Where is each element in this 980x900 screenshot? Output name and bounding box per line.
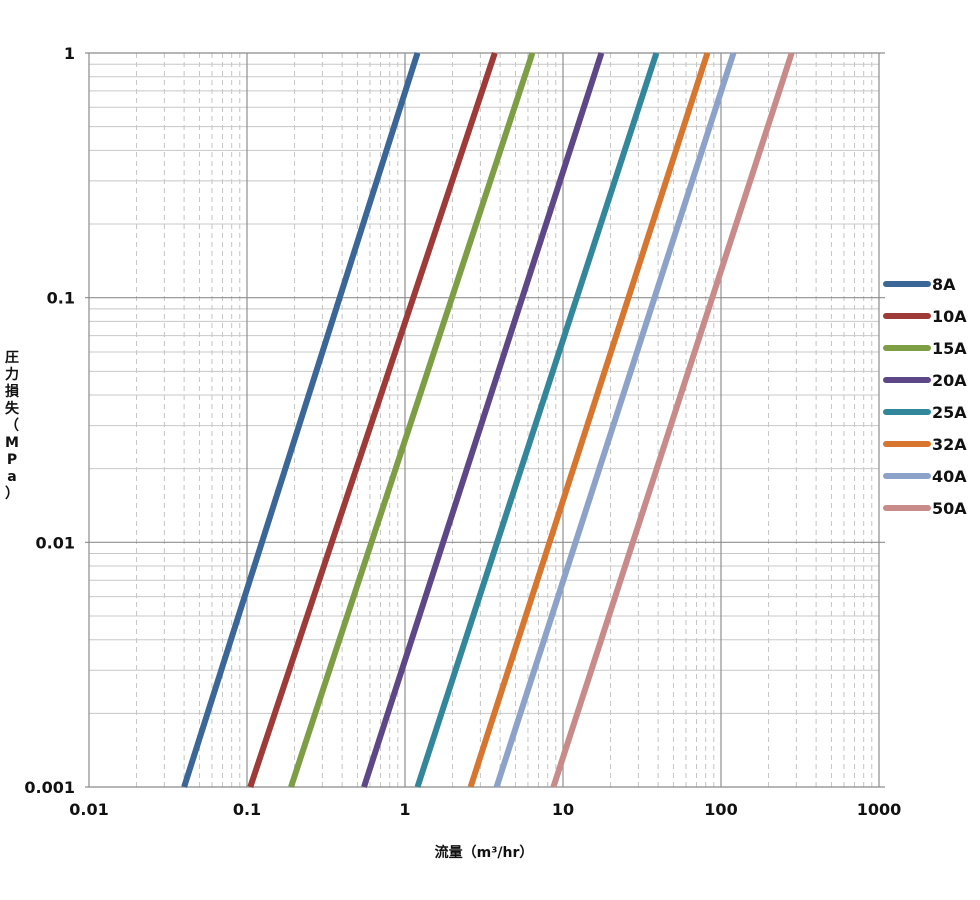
x-tick-label: 100	[704, 800, 737, 819]
y-axis-title-char: M	[5, 435, 19, 451]
y-tick-label: 1	[64, 44, 75, 63]
legend-label-25a: 25A	[932, 403, 967, 422]
x-axis-title: 流量（m³/hr）	[435, 844, 534, 861]
legend-label-8a: 8A	[932, 275, 956, 294]
series-line-40a	[493, 52, 737, 788]
y-axis-title-char: 圧	[5, 350, 19, 366]
y-axis-title-char: 力	[5, 366, 19, 383]
x-tick-label: 1	[399, 800, 410, 819]
y-axis-title-char: 失	[5, 400, 20, 417]
series-lines	[181, 52, 795, 788]
minor-gridlines	[89, 53, 879, 787]
x-tick-label: 10	[552, 800, 574, 819]
series-line-25a	[414, 52, 660, 788]
series-line-10a	[247, 52, 498, 788]
plot-frame	[88, 52, 880, 788]
x-tick-label: 1000	[857, 800, 902, 819]
legend-label-50a: 50A	[932, 499, 967, 518]
legend-label-10a: 10A	[932, 307, 967, 326]
legend-label-32a: 32A	[932, 435, 967, 454]
legend-label-15a: 15A	[932, 339, 967, 358]
series-line-8a	[181, 52, 421, 788]
legend-label-40a: 40A	[932, 467, 967, 486]
series-line-15a	[288, 52, 536, 788]
y-tick-label: 0.1	[47, 289, 75, 308]
y-axis-title-char: （	[5, 418, 19, 434]
y-axis-title-char: P	[7, 452, 17, 468]
legend-label-20a: 20A	[932, 371, 967, 390]
y-tick-labels: 0.001 0.01 0.1 1	[24, 44, 75, 797]
x-tick-label: 0.1	[233, 800, 261, 819]
y-axis-title-char: a	[7, 469, 16, 485]
legend: 8A 10A 15A 20A 25A 32A 40A 50A	[883, 275, 967, 518]
x-tick-labels: 0.01 0.1 1 10 100 1000	[69, 800, 901, 819]
y-axis-title-char: ）	[5, 486, 19, 502]
x-tick-label: 0.01	[69, 800, 108, 819]
series-line-20a	[361, 52, 605, 788]
series-line-32a	[467, 52, 711, 788]
y-tick-label: 0.01	[36, 533, 75, 552]
y-axis-title-char: 損	[5, 383, 20, 400]
y-tick-label: 0.001	[24, 778, 75, 797]
series-line-50a	[550, 52, 795, 788]
